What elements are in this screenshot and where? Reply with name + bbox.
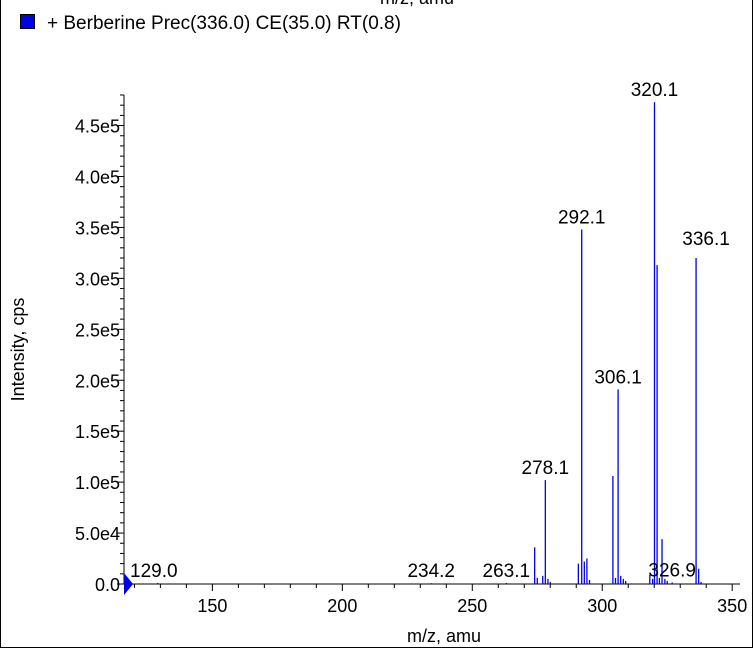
peak-annotation: 278.1	[522, 458, 570, 479]
x-tick-label: 350	[717, 596, 747, 616]
peak-annotation: 263.1	[483, 561, 531, 582]
peak-annotation: 234.2	[407, 561, 455, 582]
y-tick-label: 1.0e5	[75, 473, 120, 493]
peak-annotation: 129.0	[130, 561, 178, 582]
y-tick-label: 1.5e5	[75, 422, 120, 442]
peak-annotation: 326.9	[648, 560, 696, 581]
legend-label: + Berberine Prec(336.0) CE(35.0) RT(0.8)	[47, 13, 401, 34]
legend-swatch	[20, 13, 35, 29]
x-tick-label: 150	[197, 596, 227, 616]
x-tick-label: 300	[587, 596, 617, 616]
peak-annotation: 320.1	[631, 80, 679, 101]
peak-annotation: 306.1	[594, 367, 642, 388]
x-axis-label: m/z, amu	[407, 626, 481, 646]
y-tick-label: 2.5e5	[75, 320, 120, 340]
y-tick-label: 3.0e5	[75, 269, 120, 289]
spectrum-peaks	[157, 102, 702, 584]
y-axis-label: Intensity, cps	[8, 298, 28, 402]
y-tick-label: 0.0	[95, 575, 120, 595]
axes: 0.0 5.0e4 1.0e5 1.5e5 2.0e5 2.5e5 3.0e5 3.5e5 4.…	[8, 94, 747, 646]
peak-annotation: 292.1	[558, 207, 606, 228]
peak-annotations: 129.0 234.2 263.1 278.1 292.1 306.1 320.1 326.9…	[130, 80, 730, 582]
y-tick-label: 5.0e4	[75, 524, 120, 544]
chart-legend: + Berberine Prec(336.0) CE(35.0) RT(0.8)	[20, 12, 401, 36]
y-tick-label: 2.0e5	[75, 371, 120, 391]
previous-pane-axis-label: m/z, amu	[380, 0, 454, 9]
y-tick-label: 3.5e5	[75, 218, 120, 238]
x-axis-start-marker[interactable]	[124, 573, 133, 595]
y-tick-label: 4.0e5	[75, 168, 120, 188]
y-tick-label: 4.5e5	[75, 117, 120, 137]
x-tick-label: 200	[327, 596, 357, 616]
peak-annotation: 336.1	[682, 229, 730, 250]
x-tick-label: 250	[457, 596, 487, 616]
